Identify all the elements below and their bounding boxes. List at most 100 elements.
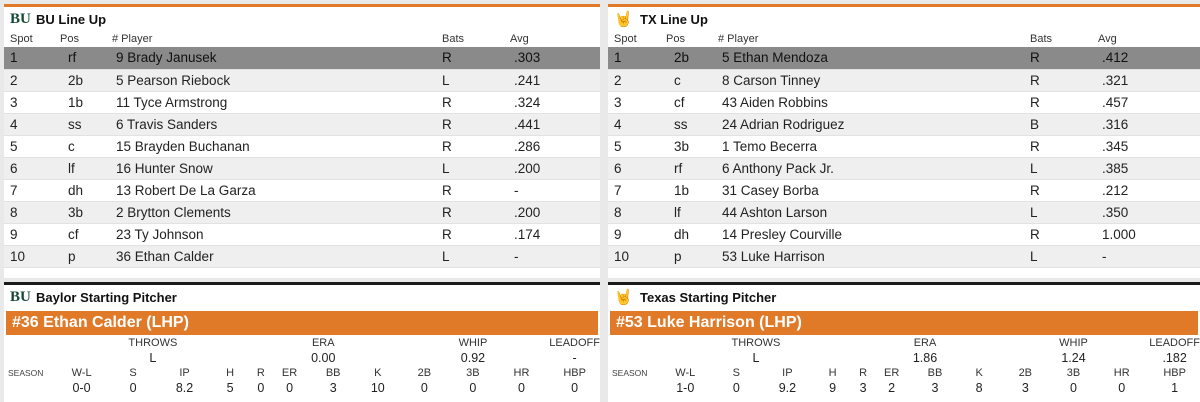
top-label: ERA [913,336,937,349]
cell-bats: L [442,72,450,88]
stat-label: HR [1113,366,1130,379]
bu-lineup-panel: BU BU Line Up Spot Pos # Player Bats Avg… [4,4,600,278]
stat-label: HBP [563,366,586,379]
stat-label: H [828,366,837,379]
cell-player: 24 Adrian Rodriguez [722,116,845,132]
cell-avg: .385 [1102,160,1129,176]
cell-player: 15 Brayden Buchanan [116,138,250,154]
cell-bats: R [1030,226,1040,242]
col-spot: Spot [10,33,33,45]
cell-spot: 10 [614,248,630,264]
cell-pos: rf [68,50,77,66]
cell-avg: .412 [1102,50,1129,66]
stat-value: 5 [226,380,234,395]
cell-pos: cf [674,94,685,110]
stat-label: HR [513,366,530,379]
table-row: 4 ss 6 Travis Sanders R .441 [4,113,600,135]
table-row: 10 p 36 Ethan Calder L - [4,245,600,267]
cell-player: 13 Robert De La Garza [116,182,256,198]
cell-spot: 5 [614,138,622,154]
season-label: SEASON [612,367,648,378]
longhorn-logo-icon: 🤘 [614,289,633,306]
stat-value: 9 [829,380,837,395]
col-bats: Bats [442,33,465,45]
table-row: 6 lf 16 Hunter Snow L .200 [4,157,600,179]
cell-avg: .241 [514,72,541,88]
top-value: - [572,350,577,365]
top-label: ERA [311,336,335,349]
stat-label: HBP [1163,366,1186,379]
stat-label: 2B [417,366,432,379]
cell-pos: ss [674,116,688,132]
stat-label: IP [179,366,190,379]
cell-pos: c [68,138,75,154]
cell-bats: R [442,182,452,198]
spacer [4,380,56,395]
top-label: LEADOFF [549,336,600,349]
table-row: 5 3b 1 Temo Becerra R .345 [608,135,1200,157]
cell-bats: R [442,138,452,154]
stat-label: S [129,366,137,379]
table-row: 9 cf 23 Ty Johnson R .174 [4,223,600,245]
top-value: 0.00 [311,350,336,365]
cell-spot: 4 [614,116,622,132]
cell-spot: 4 [10,116,18,132]
cell-player: 53 Luke Harrison [722,248,825,264]
top-value: L [149,350,157,365]
top-value: 1.86 [912,350,938,365]
col-spot: Spot [614,33,637,45]
cell-bats: R [1030,182,1040,198]
pitcher-stat-labels: SEASON W-L S IP H R ER BB K 2B 3B HR HBP [608,365,1200,380]
col-player: # Player [718,33,759,45]
cell-bats: R [1030,72,1040,88]
cell-spot: 1 [614,50,622,66]
pitcher-stat-values: 0-0 0 8.2 5 0 0 3 10 0 0 0 0 [4,380,600,395]
tx-lineup-panel: 🤘 TX Line Up Spot Pos # Player Bats Avg … [608,4,1200,278]
bu-pitcher-stats: THROWS ERA WHIP LEADOFF L 0.00 0.92 - SEASON W-L S… [4,335,600,395]
stat-label: 2B [1018,366,1033,379]
cell-spot: 3 [614,94,622,110]
cell-pos: 1b [674,182,690,198]
cell-spot: 2 [614,72,622,88]
col-pos: Pos [666,33,685,45]
cell-pos: c [674,72,681,88]
pitcher-top-values: L 1.86 1.24 .182 [608,350,1200,365]
stat-value: 0 [571,380,579,395]
cell-player: 9 Brady Janusek [116,50,217,66]
table-row: 6 rf 6 Anthony Pack Jr. L .385 [608,157,1200,179]
cell-spot: 6 [10,160,18,176]
table-row: 7 dh 13 Robert De La Garza R - [4,179,600,201]
stat-value: 0 [1118,380,1126,395]
tx-pitcher-title: Texas Starting Pitcher [640,289,777,305]
stat-value: 1-0 [676,380,695,395]
top-label: WHIP [458,336,488,349]
cell-pos: ss [68,116,82,132]
cell-player: 5 Pearson Riebock [116,72,231,88]
col-pos: Pos [60,33,79,45]
cell-avg: 1.000 [1102,226,1136,242]
cell-bats: L [1030,204,1038,220]
bu-lineup-table: Spot Pos # Player Bats Avg 1 rf 9 Brady Ja… [4,31,600,268]
stat-label: R [256,366,265,379]
table-row: 8 lf 44 Ashton Larson L .350 [608,201,1200,223]
stat-value: 0 [1069,380,1077,395]
cell-bats: R [442,94,452,110]
cell-bats: R [442,226,452,242]
pitcher-stat-labels: SEASON W-L S IP H R ER BB K 2B 3B HR HBP [4,365,600,380]
pitcher-top-values: L 0.00 0.92 - [4,350,600,365]
cell-pos: 1b [68,94,84,110]
spacer [608,350,660,365]
cell-spot: 3 [10,94,18,110]
spacer [4,350,56,365]
top-label: LEADOFF [1149,336,1200,349]
cell-avg: .321 [1102,72,1129,88]
cell-player: 6 Anthony Pack Jr. [722,160,834,176]
stat-value: 0 [286,380,294,395]
col-avg: Avg [1098,33,1117,45]
cell-spot: 9 [10,226,18,242]
cell-player: 16 Hunter Snow [116,160,213,176]
cell-bats: L [1030,248,1038,264]
cell-pos: lf [674,204,681,220]
cell-player: 8 Carson Tinney [722,72,821,88]
season-label: SEASON [8,367,44,378]
